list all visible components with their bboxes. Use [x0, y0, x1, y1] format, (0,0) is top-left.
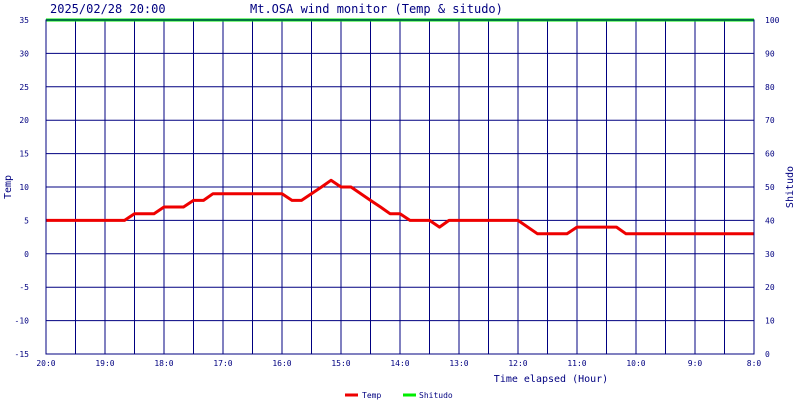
y-tick-label: -15 [15, 350, 30, 359]
y-tick-label: 25 [19, 83, 29, 92]
y-tick-label: 15 [19, 150, 29, 159]
x-tick-label: 9:0 [688, 359, 703, 368]
x-tick-label: 11:0 [567, 359, 586, 368]
y2-tick-label: 90 [765, 49, 775, 58]
axes: 35302520151050-5-10-15100908070605040302… [15, 16, 780, 368]
y2-tick-label: 70 [765, 116, 775, 125]
y2-tick-label: 60 [765, 150, 775, 159]
chart-title: Mt.OSA wind monitor (Temp & situdo) [250, 2, 503, 16]
y-tick-label: -10 [15, 317, 30, 326]
y2-tick-label: 10 [765, 317, 775, 326]
y2-tick-label: 20 [765, 283, 775, 292]
x-tick-label: 15:0 [331, 359, 350, 368]
y-tick-label: -5 [19, 283, 29, 292]
x-axis-title: Time elapsed (Hour) [494, 374, 608, 385]
y2-tick-label: 0 [765, 350, 770, 359]
x-tick-label: 10:0 [626, 359, 645, 368]
y-tick-label: 10 [19, 183, 29, 192]
x-tick-label: 20:0 [36, 359, 55, 368]
x-tick-label: 13:0 [449, 359, 468, 368]
y2-tick-label: 100 [765, 16, 780, 25]
x-tick-label: 16:0 [272, 359, 291, 368]
x-tick-label: 19:0 [95, 359, 114, 368]
y2-tick-label: 40 [765, 216, 775, 225]
x-tick-label: 18:0 [154, 359, 173, 368]
y-tick-label: 20 [19, 116, 29, 125]
y-tick-label: 5 [24, 216, 29, 225]
y2-tick-label: 50 [765, 183, 775, 192]
y-tick-label: 0 [24, 250, 29, 259]
y2-tick-label: 30 [765, 250, 775, 259]
plot-frame [45, 19, 755, 355]
y2-axis-title: Shitudo [785, 166, 796, 208]
x-tick-label: 12:0 [508, 359, 527, 368]
y2-tick-label: 80 [765, 83, 775, 92]
x-tick-label: 8:0 [747, 359, 762, 368]
x-tick-label: 14:0 [390, 359, 409, 368]
legend: Temp Shitudo [345, 391, 453, 400]
y-tick-label: 35 [19, 16, 29, 25]
x-tick-label: 17:0 [213, 359, 232, 368]
header-datetime: 2025/02/28 20:00 [50, 2, 166, 16]
series-line-temp [46, 178, 754, 236]
legend-label-temp: Temp [362, 391, 381, 400]
legend-label-shitudo: Shitudo [419, 391, 453, 400]
y-tick-label: 30 [19, 49, 29, 58]
y-axis-title: Temp [3, 175, 14, 199]
